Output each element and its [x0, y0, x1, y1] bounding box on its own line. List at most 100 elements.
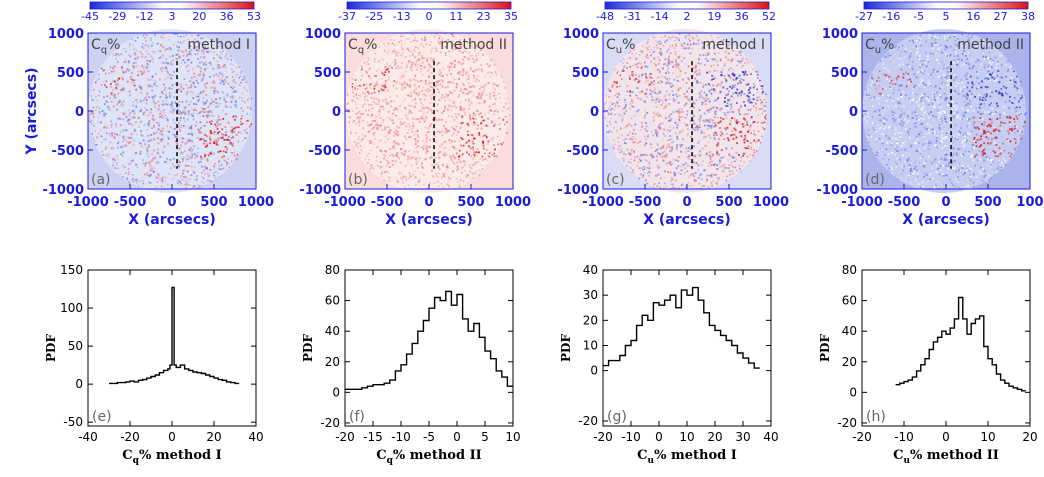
method-label: method II — [957, 37, 1024, 53]
x-tick-label: -20 — [852, 430, 872, 444]
y-tick-label: 150 — [60, 263, 83, 277]
y-tick-label: -20 — [837, 416, 857, 430]
x-tick-label: -15 — [363, 430, 383, 444]
colorbar — [604, 1, 770, 10]
panel-tag: (a) — [91, 172, 111, 188]
x-tick-label: -20 — [120, 430, 140, 444]
x-tick-label: 500 — [457, 195, 484, 210]
x-tick-label: -5 — [423, 430, 435, 444]
speckle-field — [88, 33, 253, 189]
x-tick-label: 20 — [1022, 430, 1037, 444]
x-axis-label: Cq% method II — [376, 448, 481, 466]
y-tick-label: -1000 — [42, 183, 84, 198]
y-tick-label: 40 — [325, 324, 340, 338]
colorbar-tick-label: 36 — [220, 10, 234, 23]
x-tick-label: 500 — [200, 195, 227, 210]
x-tick-label: 100 — [1016, 195, 1043, 210]
panel-tag: (d) — [865, 172, 885, 188]
x-tick-label: 5 — [481, 430, 489, 444]
quantity-label: Cq% — [91, 37, 120, 56]
y-tick-label: 0 — [590, 364, 598, 378]
y-tick-label: 0 — [849, 385, 857, 399]
y-tick-label: 100 — [60, 301, 83, 315]
x-tick-label: -40 — [78, 430, 98, 444]
pdf-histogram-line — [603, 286, 760, 369]
y-tick-label: 30 — [583, 288, 598, 302]
y-tick-label: -500 — [51, 144, 84, 159]
y-tick-label: 0 — [849, 105, 858, 120]
y-tick-label: 10 — [583, 338, 598, 352]
x-tick-label: 1000 — [753, 195, 789, 210]
panel-tag: (e) — [92, 409, 112, 425]
colorbar-tick-label: 20 — [192, 10, 206, 23]
y-tick-label: 50 — [68, 339, 83, 353]
x-tick-label: -1000 — [582, 195, 624, 210]
x-tick-label: 0 — [655, 430, 663, 444]
y-tick-label: 0 — [332, 105, 341, 120]
y-tick-label: -1000 — [299, 183, 341, 198]
y-tick-label: 20 — [325, 355, 340, 369]
x-tick-label: 0 — [424, 195, 433, 210]
pdf-histogram-line — [895, 296, 1026, 392]
y-tick-label: 1000 — [822, 27, 858, 42]
x-tick-label: -1000 — [324, 195, 366, 210]
y-tick-label: 40 — [842, 324, 857, 338]
colorbar-tick-label: 53 — [247, 10, 261, 23]
colorbar-tick-label: -16 — [882, 10, 900, 23]
colorbar-tick-label: 35 — [504, 10, 518, 23]
x-tick-label: -500 — [888, 195, 921, 210]
method-label: method II — [440, 37, 507, 53]
colorbar — [346, 1, 512, 10]
y-tick-label: 500 — [831, 66, 858, 81]
colorbar-tick-label: 3 — [169, 10, 176, 23]
y-tick-label: 0 — [75, 105, 84, 120]
quantity-label: Cq% — [348, 37, 377, 56]
y-axis-label: Y (arcsecs) — [24, 68, 40, 156]
colorbar-tick-label: -37 — [338, 10, 356, 23]
y-axis-label: PDF — [818, 334, 832, 362]
x-tick-label: 10 — [679, 430, 694, 444]
colorbar-tick-label: 0 — [426, 10, 433, 23]
colorbar-tick-label: 23 — [477, 10, 491, 23]
panel-tag: (b) — [348, 172, 368, 188]
x-tick-label: 10 — [505, 430, 520, 444]
y-tick-label: 0 — [75, 377, 83, 391]
x-tick-label: 20 — [206, 430, 221, 444]
y-tick-label: -50 — [63, 415, 83, 429]
solar-disk — [603, 29, 767, 193]
histogram-panel-e: 150 100 50 0 -50-40 -20 0 20 40 PDF Cq% method I (e… — [44, 263, 264, 466]
colorbar-tick-label: -13 — [393, 10, 411, 23]
panel-tag: (h) — [866, 409, 886, 425]
pdf-histogram-line — [345, 290, 513, 390]
y-tick-label: 1000 — [563, 27, 599, 42]
x-tick-label: -10 — [894, 430, 914, 444]
x-tick-label: -10 — [621, 430, 641, 444]
y-tick-label: 80 — [842, 263, 857, 277]
y-tick-label: 60 — [842, 294, 857, 308]
y-axis-label: PDF — [44, 334, 58, 362]
x-tick-label: -500 — [114, 195, 147, 210]
speckle-field — [603, 33, 767, 189]
speckle-field — [345, 33, 511, 189]
colorbar-tick-label: 11 — [449, 10, 463, 23]
method-label: method I — [187, 37, 250, 53]
x-tick-label: -10 — [391, 430, 411, 444]
x-tick-label: 0 — [941, 195, 950, 210]
colorbar-tick-label: 38 — [1021, 10, 1035, 23]
x-tick-label: -20 — [593, 430, 613, 444]
panel-tag: (f) — [349, 409, 365, 425]
colorbar-tick-label: 16 — [966, 10, 980, 23]
y-tick-label: -20 — [578, 414, 598, 428]
x-axis-label: X (arcsecs) — [643, 212, 731, 228]
y-tick-label: 1000 — [48, 27, 84, 42]
y-axis-label: PDF — [301, 334, 315, 362]
y-tick-label: 500 — [57, 66, 84, 81]
x-tick-label: 0 — [682, 195, 691, 210]
x-tick-label: 500 — [715, 195, 742, 210]
y-tick-label: 20 — [583, 313, 598, 327]
quantity-label: Cu% — [606, 37, 635, 56]
histogram-panel-f: 80 60 40 20 0 -20-20 -15 -10 -5 0 5 10 PDF Cq% method… — [301, 263, 521, 466]
x-tick-label: 1000 — [495, 195, 531, 210]
